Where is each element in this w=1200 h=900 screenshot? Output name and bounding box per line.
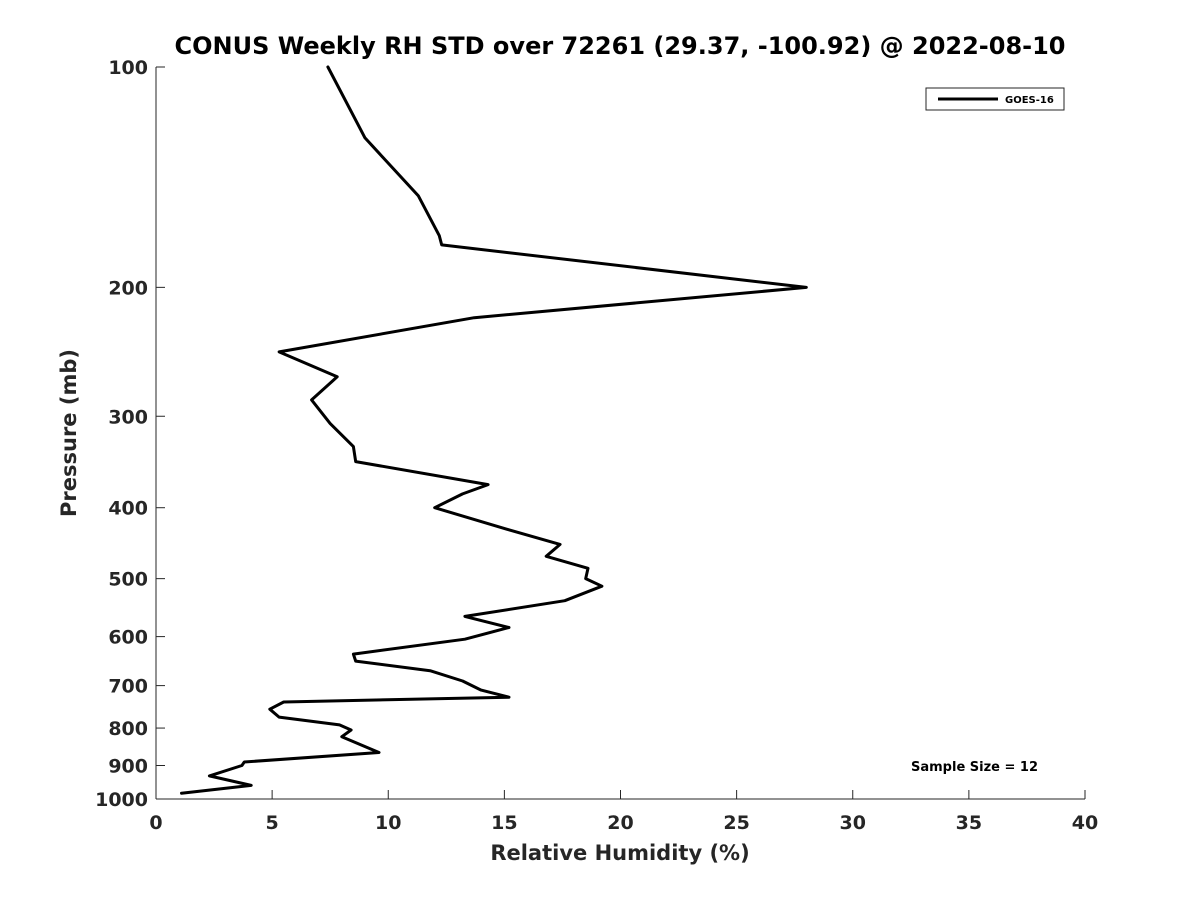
x-axis-label: Relative Humidity (%) [490, 841, 749, 865]
y-axis-label: Pressure (mb) [57, 349, 81, 517]
x-tick-label: 25 [723, 812, 749, 834]
legend-label-goes-16: GOES-16 [1005, 95, 1054, 106]
x-tick-label: 30 [840, 812, 866, 834]
y-tick-label: 600 [108, 627, 148, 649]
x-ticks: 0 5 10 15 20 25 30 35 40 [149, 790, 1098, 834]
x-tick-label: 0 [149, 812, 162, 834]
y-tick-label: 200 [108, 277, 148, 299]
y-tick-label: 900 [108, 756, 148, 778]
sample-size-annotation: Sample Size = 12 [911, 760, 1038, 775]
x-tick-label: 10 [375, 812, 401, 834]
series-line-goes-16 [180, 65, 808, 795]
x-tick-label: 20 [607, 812, 633, 834]
legend[interactable]: GOES-16 [925, 87, 1065, 111]
y-tick-label: 800 [108, 718, 148, 740]
y-tick-label: 400 [108, 498, 148, 520]
y-tick-label: 300 [108, 406, 148, 428]
x-tick-label: 5 [266, 812, 279, 834]
x-tick-label: 35 [956, 812, 982, 834]
axes [155, 67, 1085, 800]
y-tick-label: 500 [108, 569, 148, 591]
y-tick-label: 100 [108, 57, 148, 79]
y-ticks: 100 200 300 400 500 600 700 800 900 1000 [95, 57, 165, 811]
x-tick-label: 40 [1072, 812, 1098, 834]
x-tick-label: 15 [491, 812, 517, 834]
series-layer [180, 65, 808, 795]
y-tick-label: 1000 [95, 789, 148, 811]
chart-title: CONUS Weekly RH STD over 72261 (29.37, -… [174, 32, 1065, 60]
y-tick-label: 700 [108, 676, 148, 698]
